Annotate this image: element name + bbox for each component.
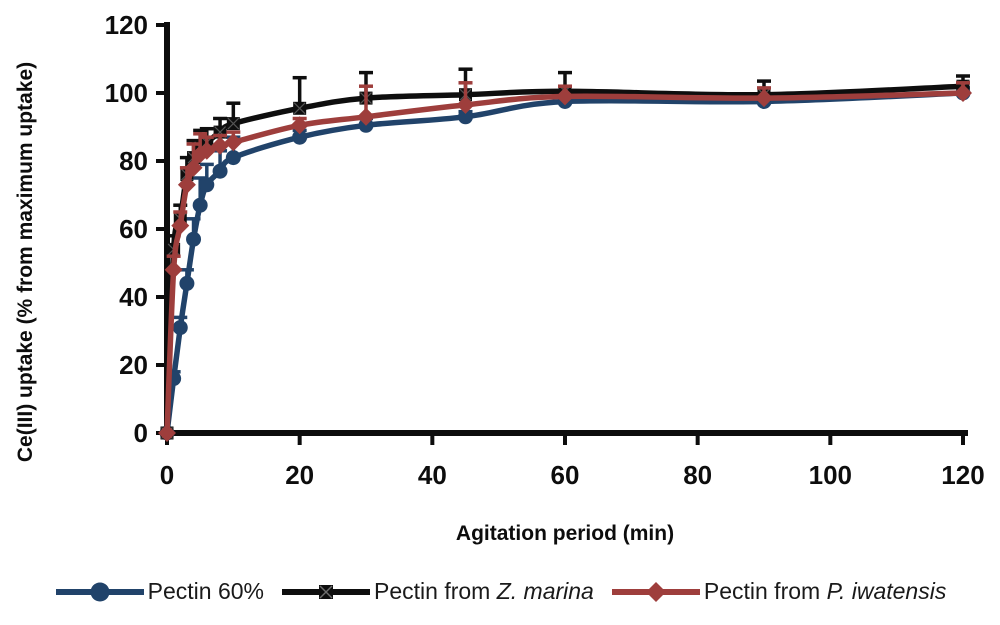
y-tick-label: 20 [119,350,148,380]
circle-marker-icon [55,582,144,601]
x-axis-title: Agitation period (min) [456,522,674,545]
diamond-marker-icon [611,581,700,602]
legend-label-pectin-z-marina: Pectin from Z. marina [374,578,594,605]
chart-legend: Pectin 60% Pectin from Z. marina Pectin … [0,578,1000,605]
x-tick-label: 80 [683,460,712,490]
legend-label-pectin-60: Pectin 60% [148,578,264,605]
x-tick-label: 100 [809,460,852,490]
legend-label-italic: P. iwatensis [826,578,947,604]
y-tick-label: 60 [119,214,148,244]
x-tick-label: 40 [418,460,447,490]
x-tick-label: 0 [160,460,174,490]
data-point-x-mark [293,102,306,115]
y-tick-label: 40 [119,282,148,312]
data-point-pectin-p-iwatensis [357,107,375,126]
y-tick-label: 80 [119,146,148,176]
y-tick-label: 100 [105,78,148,108]
data-point-pectin-60 [179,275,195,291]
data-point-pectin-p-iwatensis [158,424,176,442]
series-line-pectin-60 [164,90,966,436]
data-point-pectin-p-iwatensis [290,116,309,135]
x-tick-label: 120 [941,460,984,490]
legend-item-pectin-z-marina: Pectin from Z. marina [280,578,594,605]
data-point-pectin-p-iwatensis [224,133,243,152]
data-point-pectin-p-iwatensis [556,87,574,106]
y-tick-label: 120 [105,10,148,40]
legend-item-pectin-p-iwatensis: Pectin from P. iwatensis [610,578,946,605]
legend-item-pectin-60: Pectin 60% [54,578,264,605]
y-tick-label: 0 [134,418,148,448]
data-point-pectin-p-iwatensis [456,95,475,114]
legend-label-pectin-p-iwatensis: Pectin from P. iwatensis [704,578,946,605]
y-axis-title: Ce(III) uptake (% from maximum uptake) [14,62,37,462]
data-point-pectin-60 [199,177,215,193]
data-point-pectin-p-iwatensis [211,136,230,155]
data-point-pectin-p-iwatensis [755,89,773,108]
x-tick-label: 60 [551,460,580,490]
data-point-pectin-p-iwatensis [197,141,216,160]
legend-label-text: Pectin from [374,578,497,604]
data-point-pectin-60 [458,109,473,125]
data-point-pectin-60 [186,231,202,247]
data-point-pectin-60 [172,320,188,336]
data-point-pectin-p-iwatensis [164,260,183,279]
data-point-pectin-60 [225,150,241,166]
data-point-pectin-60 [292,129,308,145]
legend-label-text: Pectin from [703,578,827,604]
square-x-marker-icon [282,584,370,599]
data-point-pectin-p-iwatensis [171,216,190,235]
series-line-pectin-p-iwatensis [164,90,966,436]
legend-label-text: Pectin 60% [147,578,264,604]
data-point-pectin-p-iwatensis [177,175,196,194]
legend-label-italic: Z. marina [496,578,594,604]
data-point-pectin-p-iwatensis [184,158,203,177]
uptake-kinetics-chart: 0 20 40 60 80 100 120 0 20 40 60 80 100 120 Agitation … [14,10,985,545]
x-tick-label: 20 [285,460,314,490]
data-point-pectin-60 [212,163,228,179]
data-point-pectin-p-iwatensis [954,84,972,102]
data-point-x-mark [227,117,240,130]
data-point-pectin-60 [192,197,208,213]
